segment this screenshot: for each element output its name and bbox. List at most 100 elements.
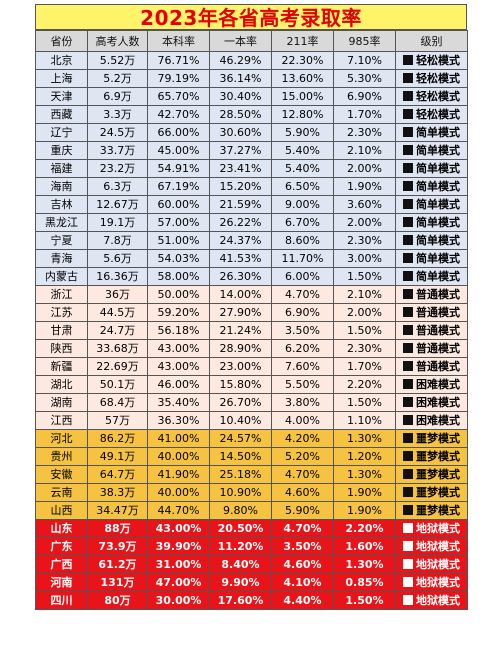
province-cell: 辽宁 xyxy=(35,123,88,142)
value-cell: 73.9万 xyxy=(87,537,148,556)
province-cell: 新疆 xyxy=(35,357,88,376)
value-cell: 13.60% xyxy=(271,69,334,88)
value-cell: 41.00% xyxy=(147,429,210,448)
table-row: 上海 5.2万 79.19% 36.14% 13.60% 5.30% 轻松模式 xyxy=(35,69,468,88)
difficulty-label: 轻松模式 xyxy=(416,54,460,67)
value-cell: 14.50% xyxy=(209,447,272,466)
difficulty-label: 简单模式 xyxy=(416,198,460,211)
difficulty-label: 轻松模式 xyxy=(416,108,460,121)
province-cell: 山东 xyxy=(35,519,88,538)
value-cell: 45.00% xyxy=(147,141,210,160)
province-cell: 江西 xyxy=(35,411,88,430)
watermark: 公众号 · 笑眯眯地看着你 xyxy=(305,642,443,656)
square-bullet-icon xyxy=(403,73,413,83)
square-bullet-icon xyxy=(403,253,413,263)
province-cell: 吉林 xyxy=(35,195,88,214)
value-cell: 6.9万 xyxy=(87,87,148,106)
value-cell: 38.3万 xyxy=(87,483,148,502)
province-cell: 北京 xyxy=(35,51,88,70)
value-cell: 64.7万 xyxy=(87,465,148,484)
value-cell: 4.00% xyxy=(271,411,334,430)
table-row: 黑龙江 19.1万 57.00% 26.22% 6.70% 2.00% 简单模式 xyxy=(35,213,468,232)
square-bullet-icon xyxy=(403,325,413,335)
value-cell: 3.00% xyxy=(333,249,396,268)
value-cell: 88万 xyxy=(87,519,148,538)
province-cell: 安徽 xyxy=(35,465,88,484)
value-cell: 22.30% xyxy=(271,51,334,70)
square-bullet-icon xyxy=(403,433,413,443)
value-cell: 79.19% xyxy=(147,69,210,88)
value-cell: 4.60% xyxy=(271,555,334,574)
table-row: 贵州 49.1万 40.00% 14.50% 5.20% 1.20% 噩梦模式 xyxy=(35,447,468,466)
square-bullet-icon xyxy=(403,127,413,137)
difficulty-label: 地狱模式 xyxy=(416,540,460,553)
value-cell: 1.60% xyxy=(333,537,396,556)
square-bullet-icon xyxy=(403,91,413,101)
value-cell: 66.00% xyxy=(147,123,210,142)
value-cell: 3.80% xyxy=(271,393,334,412)
difficulty-label: 地狱模式 xyxy=(416,558,460,571)
square-bullet-icon xyxy=(403,163,413,173)
difficulty-label: 困难模式 xyxy=(416,414,460,427)
difficulty-cell: 轻松模式 xyxy=(395,105,468,124)
table-row: 山东 88万 43.00% 20.50% 4.70% 2.20% 地狱模式 xyxy=(35,519,468,538)
value-cell: 2.00% xyxy=(333,159,396,178)
value-cell: 44.70% xyxy=(147,501,210,520)
value-cell: 80万 xyxy=(87,591,148,610)
difficulty-label: 地狱模式 xyxy=(416,522,460,535)
difficulty-label: 轻松模式 xyxy=(416,90,460,103)
table-header-row: 省份 高考人数 本科率 一本率 211率 985率 级别 xyxy=(35,30,468,52)
value-cell: 59.20% xyxy=(147,303,210,322)
value-cell: 6.20% xyxy=(271,339,334,358)
value-cell: 44.5万 xyxy=(87,303,148,322)
square-bullet-icon xyxy=(403,577,413,587)
value-cell: 4.70% xyxy=(271,285,334,304)
province-cell: 天津 xyxy=(35,87,88,106)
value-cell: 21.59% xyxy=(209,195,272,214)
table-row: 广东 73.9万 39.90% 11.20% 3.50% 1.60% 地狱模式 xyxy=(35,537,468,556)
difficulty-label: 简单模式 xyxy=(416,252,460,265)
value-cell: 4.70% xyxy=(271,519,334,538)
value-cell: 2.10% xyxy=(333,285,396,304)
province-cell: 河南 xyxy=(35,573,88,592)
value-cell: 33.7万 xyxy=(87,141,148,160)
value-cell: 30.60% xyxy=(209,123,272,142)
value-cell: 36万 xyxy=(87,285,148,304)
value-cell: 47.00% xyxy=(147,573,210,592)
difficulty-cell: 简单模式 xyxy=(395,177,468,196)
difficulty-label: 简单模式 xyxy=(416,270,460,283)
page-title: 2023年各省高考录取率 xyxy=(35,4,467,30)
value-cell: 15.80% xyxy=(209,375,272,394)
value-cell: 76.71% xyxy=(147,51,210,70)
difficulty-cell: 简单模式 xyxy=(395,123,468,142)
difficulty-label: 普通模式 xyxy=(416,342,460,355)
square-bullet-icon xyxy=(403,487,413,497)
value-cell: 24.37% xyxy=(209,231,272,250)
square-bullet-icon xyxy=(403,451,413,461)
square-bullet-icon xyxy=(403,469,413,479)
value-cell: 24.5万 xyxy=(87,123,148,142)
square-bullet-icon xyxy=(403,235,413,245)
value-cell: 16.36万 xyxy=(87,267,148,286)
value-cell: 12.80% xyxy=(271,105,334,124)
value-cell: 3.50% xyxy=(271,321,334,340)
value-cell: 22.69万 xyxy=(87,357,148,376)
province-cell: 宁夏 xyxy=(35,231,88,250)
province-cell: 江苏 xyxy=(35,303,88,322)
difficulty-cell: 简单模式 xyxy=(395,141,468,160)
table-row: 新疆 22.69万 43.00% 23.00% 7.60% 1.70% 普通模式 xyxy=(35,357,468,376)
difficulty-label: 噩梦模式 xyxy=(416,450,460,463)
value-cell: 46.00% xyxy=(147,375,210,394)
table-row: 安徽 64.7万 41.90% 25.18% 4.70% 1.30% 噩梦模式 xyxy=(35,465,468,484)
square-bullet-icon xyxy=(403,55,413,65)
value-cell: 4.40% xyxy=(271,591,334,610)
value-cell: 26.22% xyxy=(209,213,272,232)
value-cell: 51.00% xyxy=(147,231,210,250)
value-cell: 57.00% xyxy=(147,213,210,232)
value-cell: 24.7万 xyxy=(87,321,148,340)
value-cell: 5.40% xyxy=(271,141,334,160)
table-row: 辽宁 24.5万 66.00% 30.60% 5.90% 2.30% 简单模式 xyxy=(35,123,468,142)
value-cell: 31.00% xyxy=(147,555,210,574)
square-bullet-icon xyxy=(403,415,413,425)
value-cell: 1.10% xyxy=(333,411,396,430)
